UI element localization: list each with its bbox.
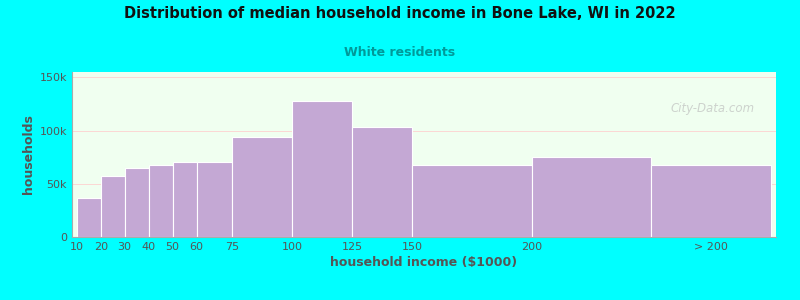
Bar — [651, 165, 771, 237]
Bar — [412, 165, 532, 237]
Text: City-Data.com: City-Data.com — [670, 102, 755, 115]
Text: White residents: White residents — [345, 46, 455, 59]
Bar — [352, 128, 412, 237]
Bar — [173, 163, 197, 237]
Bar — [292, 101, 352, 237]
Bar — [125, 168, 149, 237]
Bar — [101, 176, 125, 237]
Bar — [77, 198, 101, 237]
Bar — [233, 137, 292, 237]
Bar — [197, 163, 233, 237]
Text: Distribution of median household income in Bone Lake, WI in 2022: Distribution of median household income … — [124, 6, 676, 21]
Bar — [149, 165, 173, 237]
Y-axis label: households: households — [22, 115, 35, 194]
Bar — [532, 157, 651, 237]
X-axis label: household income ($1000): household income ($1000) — [330, 256, 518, 269]
